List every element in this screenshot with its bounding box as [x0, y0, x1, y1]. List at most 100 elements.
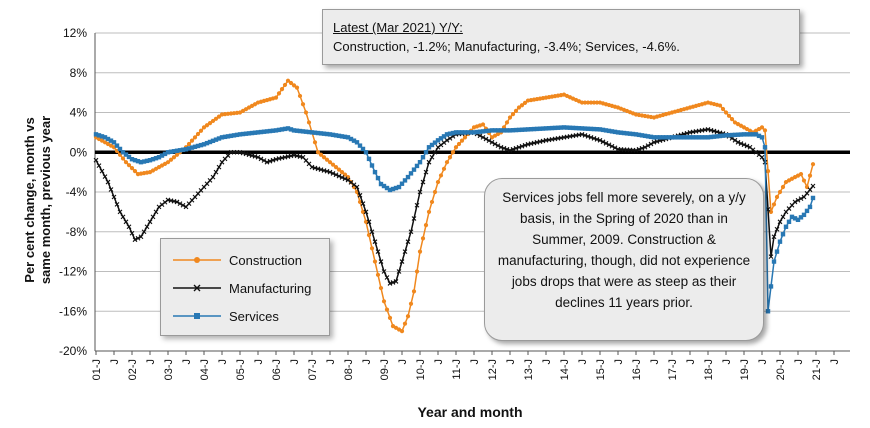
data-point-services: [690, 135, 696, 140]
data-point-services: [522, 127, 528, 132]
data-point-services: [762, 145, 768, 150]
data-point-services: [249, 130, 255, 136]
data-point-services: [603, 128, 609, 133]
data-point-services: [336, 133, 342, 139]
x-tick-label: J: [325, 359, 337, 365]
data-point-services: [627, 131, 633, 136]
data-point-services: [381, 183, 387, 189]
data-point-services: [300, 129, 306, 134]
data-point-construction: [591, 100, 597, 105]
data-point-services: [378, 181, 384, 187]
data-point-services: [606, 128, 612, 134]
data-point-manufacturing: [360, 201, 366, 206]
data-point-services: [699, 135, 705, 140]
data-point-construction: [126, 163, 132, 168]
legend-item-manufacturing: Manufacturing: [173, 279, 311, 297]
data-point-manufacturing: [489, 139, 495, 145]
data-point-services: [417, 159, 423, 165]
data-point-construction: [318, 152, 324, 157]
data-point-construction: [378, 285, 384, 291]
x-tick-label: 07-J: [307, 359, 319, 380]
data-point-services: [654, 135, 660, 140]
data-point-services: [657, 135, 663, 140]
data-point-construction: [204, 123, 210, 128]
data-point-manufacturing: [123, 219, 129, 225]
data-point-construction: [294, 85, 300, 90]
data-point-manufacturing: [426, 159, 432, 165]
data-point-services: [246, 131, 252, 136]
x-tick-label: J: [469, 359, 481, 365]
data-point-construction: [453, 145, 459, 150]
data-point-construction: [330, 162, 336, 167]
data-point-construction: [405, 314, 411, 319]
data-point-services: [582, 126, 588, 131]
legend-label-services: Services: [229, 308, 279, 324]
data-point-services: [789, 214, 795, 220]
data-point-manufacturing: [117, 209, 123, 215]
legend-item-services: Services: [173, 307, 279, 325]
data-point-services: [243, 131, 249, 136]
data-point-construction: [345, 174, 351, 180]
x-tick-label: 10-J: [415, 359, 427, 380]
data-point-services: [432, 140, 438, 145]
data-point-manufacturing: [798, 196, 804, 202]
y-tick-label: -12%: [59, 265, 87, 279]
data-point-manufacturing: [600, 139, 606, 145]
note-annotation-text: Services jobs fell more severely, on a y…: [497, 190, 751, 310]
x-tick-label: J: [433, 359, 445, 365]
legend-label-manufacturing: Manufacturing: [229, 280, 312, 296]
data-point-construction: [297, 93, 303, 99]
data-point-construction: [717, 103, 723, 108]
data-point-services: [285, 126, 291, 131]
data-point-services: [708, 134, 714, 140]
x-tick-label: 13-J: [523, 359, 535, 380]
data-point-services: [360, 146, 366, 152]
data-point-services: [756, 133, 762, 139]
data-point-services: [147, 158, 153, 163]
data-point-services: [303, 129, 309, 134]
data-point-services: [195, 143, 201, 149]
data-point-construction: [399, 329, 405, 334]
data-point-services: [309, 130, 315, 135]
data-point-services: [579, 126, 585, 131]
latest-annotation: Latest (Mar 2021) Y/Y: Construction, -1.…: [322, 9, 800, 65]
data-point-construction: [759, 125, 765, 130]
data-point-construction: [408, 301, 414, 306]
x-tick-label: J: [253, 359, 265, 365]
data-point-services: [696, 135, 702, 140]
data-point-construction: [588, 100, 594, 105]
data-point-manufacturing: [336, 173, 342, 179]
data-point-manufacturing: [492, 141, 498, 147]
data-point-services: [114, 143, 120, 148]
data-point-services: [315, 130, 321, 136]
data-point-services: [675, 135, 681, 140]
data-point-services: [465, 130, 471, 135]
data-point-construction: [291, 83, 297, 88]
data-point-construction: [780, 184, 786, 190]
legend-item-construction: Construction: [173, 251, 302, 269]
data-point-services: [729, 132, 735, 138]
data-point-manufacturing: [96, 163, 102, 169]
data-point-construction: [480, 122, 486, 127]
data-point-construction: [285, 78, 291, 83]
data-point-manufacturing: [444, 137, 450, 143]
data-point-services: [444, 132, 450, 137]
data-point-services: [438, 136, 444, 141]
data-point-services: [267, 128, 273, 134]
data-point-manufacturing: [153, 209, 159, 215]
data-point-construction: [186, 141, 192, 147]
data-point-services: [636, 132, 642, 138]
data-point-services: [570, 125, 576, 131]
data-point-services: [507, 128, 513, 133]
data-point-construction: [384, 307, 390, 312]
data-point-services: [765, 309, 771, 314]
data-point-manufacturing: [732, 137, 738, 143]
data-point-construction: [339, 170, 345, 175]
data-point-services: [354, 140, 360, 145]
x-tick-label: 16-J: [631, 359, 643, 380]
data-point-construction: [129, 166, 135, 171]
data-point-manufacturing: [612, 145, 618, 151]
data-point-construction: [363, 219, 369, 224]
data-point-construction: [165, 160, 171, 165]
data-point-construction: [315, 150, 321, 155]
